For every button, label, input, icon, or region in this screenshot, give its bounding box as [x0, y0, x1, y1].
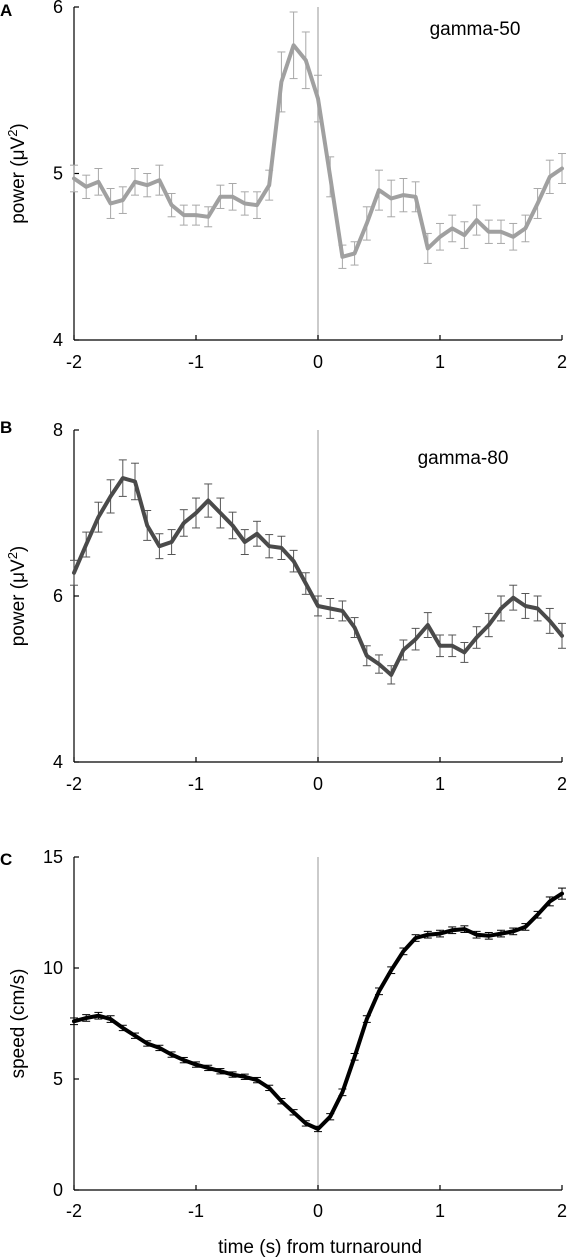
- panel-a-x-tick-label: 2: [557, 352, 567, 372]
- panel-b-x-tick-label: 2: [557, 774, 567, 794]
- panel-c-series-line: [72, 891, 564, 1131]
- panel-c-y-axis-label: speed (cm/s): [8, 969, 29, 1079]
- panel-c-x-tick-label: 2: [557, 1201, 567, 1221]
- panel-c-letter: C: [0, 850, 12, 869]
- panel-a-letter: A: [0, 1, 12, 20]
- panel-b-y-tick-label: 6: [53, 586, 63, 606]
- panel-c-x-tick-label: 1: [435, 1201, 445, 1221]
- panel-a-annotation: gamma-50: [430, 19, 521, 40]
- panel-a-x-tick-label: 1: [435, 352, 445, 372]
- panel-a-x-tick-label: -2: [66, 352, 82, 372]
- panel-b-x-tick-label: 1: [435, 774, 445, 794]
- panel-a-y-tick-label: 4: [53, 330, 63, 350]
- panel-b-series-line: [72, 476, 564, 677]
- panel-a-x-tick-label: 0: [313, 352, 323, 372]
- panel-b-y-tick-label: 8: [53, 420, 63, 440]
- x-axis-label: time (s) from turnaround: [218, 1237, 422, 1258]
- panel-b-x-tick-label: 0: [313, 774, 323, 794]
- panel-c-y-tick-label: 5: [53, 1069, 63, 1089]
- panel-a-series-line: [72, 43, 564, 259]
- panel-b-letter: B: [0, 418, 12, 437]
- panel-c-x-tick-label: -1: [188, 1201, 204, 1221]
- panel-a-y-axis-label: power (μV2): [5, 123, 30, 224]
- panel-a-y-tick-label: 6: [53, 0, 63, 17]
- panel-b-x-tick-label: -1: [188, 774, 204, 794]
- panel-a-x-tick-label: -1: [188, 352, 204, 372]
- panel-b-annotation: gamma-80: [418, 448, 509, 469]
- panel-b-x-tick-label: -2: [66, 774, 82, 794]
- panel-a-y-tick-label: 5: [53, 164, 63, 184]
- panel-b-y-tick-label: 4: [53, 752, 63, 772]
- panel-c-y-tick-label: 10: [43, 958, 63, 978]
- panel-b-y-axis-label: power (μV2): [5, 546, 30, 647]
- panel-c-y-tick-label: 0: [53, 1180, 63, 1200]
- panel-c-x-tick-label: -2: [66, 1201, 82, 1221]
- panel-c-x-tick-label: 0: [313, 1201, 323, 1221]
- panel-c-y-tick-label: 15: [43, 847, 63, 867]
